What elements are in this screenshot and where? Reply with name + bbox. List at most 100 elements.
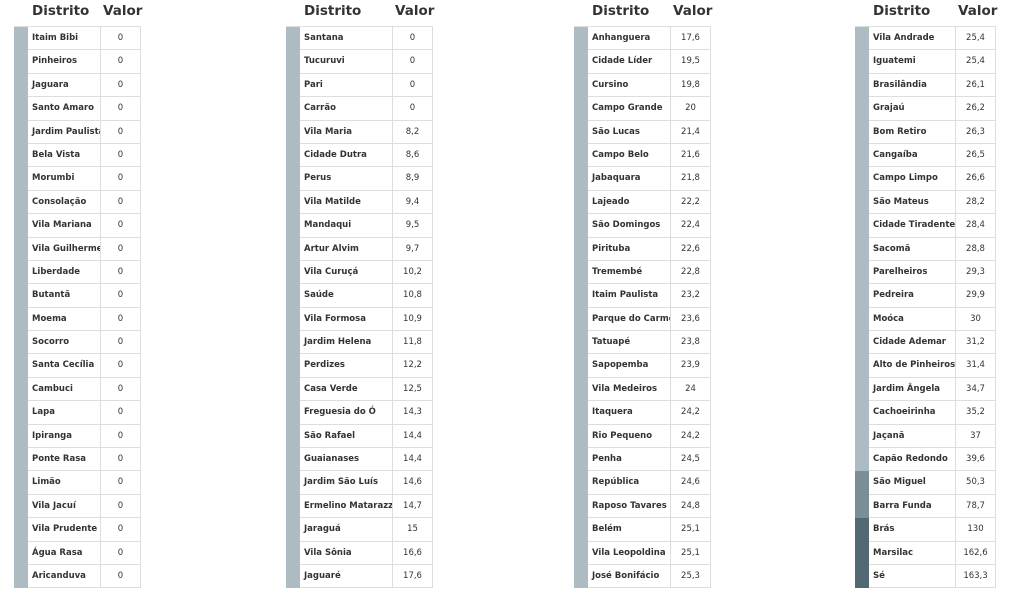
district-value: 22,2 [671,191,710,215]
district-name: Vila Guilherme [28,237,101,261]
district-name: Anhanguera [588,27,671,51]
district-value: 30 [956,308,995,332]
table-row: Guaianases 14,4 [286,448,432,472]
color-swatch [574,97,588,121]
district-name: Parelheiros [869,260,956,285]
district-value: 0 [101,354,140,378]
table-row: Capão Redondo 39,6 [855,448,995,472]
table-row: Jabaquara 21,8 [574,167,710,191]
district-name: Iguatemi [869,50,956,74]
table-row: São Domingos 22,4 [574,214,710,238]
table-row: Jardim Ângela 34,7 [855,377,995,402]
table-row: Vila Guilherme 0 [14,237,140,261]
table-row: São Miguel 50,3 [855,471,995,495]
district-name: Vila Prudente [28,518,101,542]
district-name: Penha [588,448,671,472]
color-swatch [286,27,300,51]
district-name: Jabaquara [588,167,671,191]
color-swatch [14,73,28,98]
district-value: 20 [671,97,710,121]
table-row: Tremembé 22,8 [574,260,710,285]
district-value: 31,4 [956,354,995,378]
district-name: Liberdade [28,260,101,285]
district-name: Jaguaré [300,564,393,589]
table-row: Itaim Paulista 23,2 [574,284,710,308]
district-name: Vila Matilde [300,190,393,215]
table-row: Vila Prudente 0 [14,518,140,542]
color-swatch [14,260,28,285]
district-name: Tucuruvi [300,50,393,74]
color-swatch [286,167,300,191]
table-row: Marsilac 162,6 [855,541,995,565]
district-name: Guaianases [300,448,393,472]
color-swatch [574,73,588,98]
district-value: 0 [101,518,140,542]
district-value: 23,8 [671,331,710,355]
color-swatch [14,120,28,144]
district-name: Campo Limpo [869,167,956,191]
district-name: Água Rasa [28,541,101,565]
table-row: Moema 0 [14,307,140,332]
color-swatch [14,354,28,378]
table-row: Parelheiros 29,3 [855,260,995,285]
district-name: São Mateus [869,190,956,215]
district-name: São Miguel [869,471,956,495]
district-value: 0 [101,261,140,285]
table-row: Casa Verde 12,5 [286,377,432,402]
table-row: Artur Alvim 9,7 [286,237,432,261]
color-swatch [286,424,300,449]
district-name: Brás [869,518,956,542]
color-swatch [574,143,588,168]
district-value: 0 [101,167,140,191]
district-name: Tremembé [588,260,671,285]
table-row: Água Rasa 0 [14,541,140,565]
table-row: Barra Funda 78,7 [855,494,995,519]
table-row: Jardim Helena 11,8 [286,331,432,355]
district-name: Cursino [588,73,671,98]
district-value: 0 [101,471,140,495]
color-swatch [855,237,869,261]
color-swatch [574,284,588,308]
color-swatch [14,143,28,168]
color-swatch [855,541,869,565]
district-value: 0 [101,27,140,51]
district-name: Ipiranga [28,424,101,449]
district-name: Saúde [300,284,393,308]
district-name: Cidade Líder [588,50,671,74]
district-value: 130 [956,518,995,542]
district-name: Belém [588,518,671,542]
district-name: Carrão [300,97,393,121]
district-name: Capão Redondo [869,448,956,472]
color-swatch [286,190,300,215]
color-swatch [855,448,869,472]
district-value: 24 [671,378,710,402]
district-name: Pinheiros [28,50,101,74]
district-name: Artur Alvim [300,237,393,261]
district-name: Brasilândia [869,73,956,98]
district-value: 25,4 [956,50,995,74]
table-row: Vila Formosa 10,9 [286,307,432,332]
district-value: 9,5 [393,214,432,238]
table-row: São Lucas 21,4 [574,120,710,144]
table-row: Vila Jacuí 0 [14,494,140,519]
color-swatch [855,167,869,191]
district-name: Butantã [28,284,101,308]
table-row: Itaim Bibi 0 [14,27,140,51]
district-value: 12,2 [393,354,432,378]
table-row: Tucuruvi 0 [286,50,432,74]
table-row: Perdizes 12,2 [286,354,432,378]
table-row: Mandaqui 9,5 [286,214,432,238]
district-name: Vila Jacuí [28,494,101,519]
district-name: Vila Sônia [300,541,393,565]
district-name: Morumbi [28,167,101,191]
district-name: Ermelino Matarazzo [300,494,393,519]
table-row: Santana 0 [286,27,432,51]
color-swatch [574,471,588,495]
color-swatch [14,190,28,215]
color-swatch [574,120,588,144]
district-value: 34,7 [956,378,995,402]
district-name: Grajaú [869,97,956,121]
district-name: Tatuapé [588,331,671,355]
district-value: 0 [101,542,140,565]
color-swatch [574,214,588,238]
